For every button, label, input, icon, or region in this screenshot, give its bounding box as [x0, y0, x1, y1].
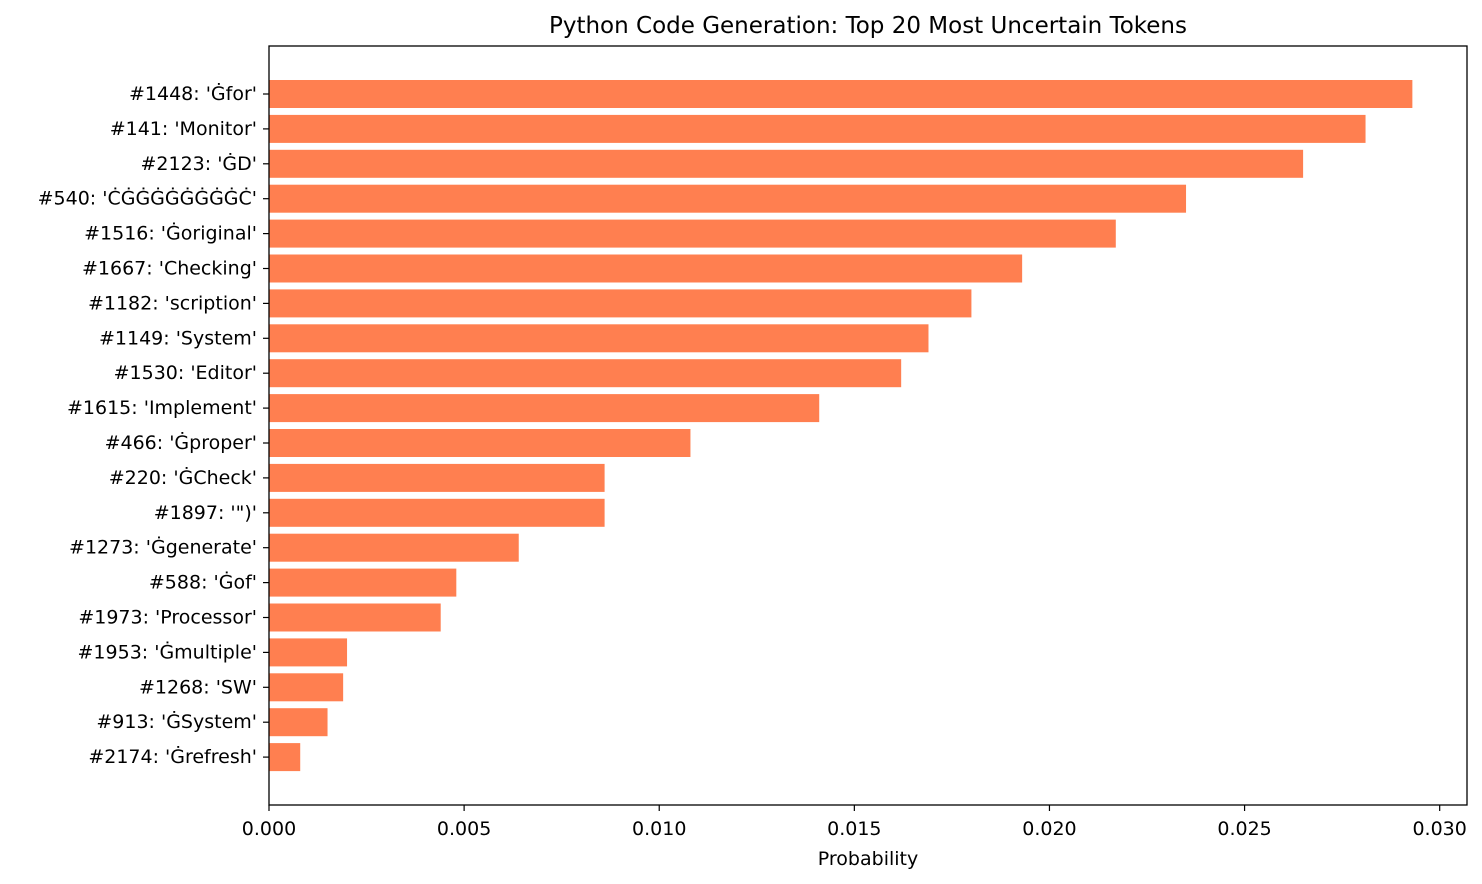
category-label: #1149: 'System' [99, 327, 257, 349]
category-label: #588: 'Ġof' [149, 571, 257, 594]
category-label: #2123: 'ĠD' [140, 152, 257, 175]
x-axis-label: Probability [818, 848, 918, 870]
x-ticks-group: 0.000 0.005 0.010 0.015 0.020 0.025 0.030 [242, 805, 1467, 840]
category-label: #1973: 'Processor' [78, 607, 257, 629]
bar [269, 708, 328, 737]
x-tick-label: 0.025 [1217, 818, 1271, 840]
bar [269, 429, 691, 457]
category-label: #540: 'ĊĠĠĠĠĠĠĠĠĊ' [38, 187, 257, 210]
bar [269, 394, 820, 423]
bar [269, 498, 605, 527]
category-labels-group: #1448: 'Ġfor' #141: 'Monitor' #2123: 'ĠD' #… [38, 82, 269, 768]
bar [269, 254, 1023, 283]
x-tick-label: 0.020 [1022, 818, 1076, 840]
category-label: #466: 'Ġproper' [105, 431, 257, 454]
category-label: #220: 'ĠCheck' [109, 466, 257, 489]
bar [269, 324, 929, 353]
bar [269, 533, 519, 562]
bar [269, 568, 457, 597]
category-label: #1268: 'SW' [139, 676, 257, 698]
category-label: #1182: 'scription' [88, 292, 257, 314]
category-label: #2174: 'Ġrefresh' [88, 745, 257, 768]
chart-title: Python Code Generation: Top 20 Most Unce… [549, 13, 1187, 39]
category-label: #1897: '")' [154, 502, 257, 524]
plot-frame [268, 45, 1468, 806]
category-label: #1667: 'Checking' [82, 258, 257, 280]
category-label: #141: 'Monitor' [110, 118, 257, 140]
bar [269, 673, 344, 702]
category-label: #1448: 'Ġfor' [129, 82, 257, 105]
x-tick-label: 0.005 [437, 818, 491, 840]
bar [269, 219, 1116, 248]
x-tick-label: 0.030 [1412, 818, 1466, 840]
category-label: #1273: 'Ġgenerate' [69, 536, 257, 559]
bar [269, 743, 301, 772]
category-label: #1615: 'Implement' [67, 397, 257, 419]
bar [269, 114, 1366, 143]
bar [269, 80, 1413, 108]
x-tick-label: 0.010 [632, 818, 686, 840]
bar [269, 289, 972, 318]
bar [269, 463, 605, 492]
category-label: #1530: 'Editor' [114, 362, 257, 384]
bar [269, 149, 1304, 178]
bar [269, 638, 348, 667]
bar [269, 184, 1187, 213]
bar [269, 603, 441, 632]
category-label: #913: 'ĠSystem' [96, 710, 257, 733]
x-tick-label: 0.000 [242, 818, 296, 840]
category-label: #1516: 'Ġoriginal' [84, 222, 257, 245]
x-tick-label: 0.015 [827, 818, 881, 840]
bar [269, 359, 902, 388]
bars-group [269, 80, 1413, 772]
category-label: #1953: 'Ġmultiple' [78, 640, 257, 663]
